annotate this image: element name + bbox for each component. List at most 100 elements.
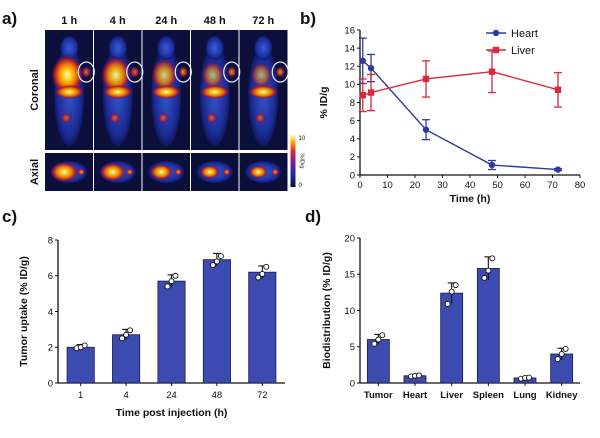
x-tick-label: 1: [78, 390, 83, 401]
timepoint-label: 24 h: [155, 15, 177, 27]
bar: [112, 334, 141, 384]
data-point-heart: [359, 57, 366, 65]
timepoint-label: 1 h: [61, 15, 77, 27]
x-tick-label: 24: [166, 390, 177, 401]
y-tick-label: 2: [48, 343, 53, 354]
mouse-head: [254, 36, 273, 60]
y-axis-label: Tumor uptake (% ID/g): [18, 256, 30, 367]
replicate-point: [444, 301, 451, 307]
x-tick-label: 50: [492, 180, 503, 191]
data-point-liver: [359, 92, 366, 99]
y-tick-label: 20: [344, 233, 355, 244]
y-tick-label: 8: [350, 98, 355, 109]
tumor-signal: [275, 66, 286, 78]
replicate-point: [119, 335, 126, 342]
y-tick-label: 5: [350, 342, 355, 353]
timepoint-label: 4 h: [110, 15, 126, 27]
x-tick-label: 0: [357, 180, 362, 191]
replicate-point: [217, 253, 224, 260]
mouse-head: [108, 36, 127, 60]
legend-marker: [492, 29, 500, 37]
timepoint-label: 72 h: [252, 15, 274, 27]
heart-signal: [51, 55, 84, 95]
biodistribution-bar-chart: 0 5 10 15 20 Tumor Heart Liver Spleen Lung Kidney B…: [321, 233, 580, 401]
x-tick-label: Lung: [513, 390, 536, 401]
timepoint-label: 48 h: [204, 15, 226, 27]
row-label-axial: Axial: [29, 159, 41, 185]
liver-signal: [199, 85, 230, 99]
x-tick-label: 48: [212, 390, 223, 401]
data-point-heart: [367, 64, 375, 72]
bar: [66, 346, 95, 384]
tumor-signal: [226, 66, 237, 78]
replicate-point: [371, 340, 378, 347]
y-tick-label: 16: [344, 25, 355, 36]
tumor-roi-circle: [174, 61, 192, 83]
y-tick-label: 6: [48, 271, 53, 282]
replicate-point: [127, 327, 134, 334]
x-tick-label: Heart: [403, 390, 428, 401]
axial-organ-signal: [149, 164, 173, 180]
heart-signal: [100, 56, 131, 94]
axial-tumor-signal: [271, 168, 280, 176]
x-tick-label: 72: [257, 390, 268, 401]
replicate-point: [172, 272, 179, 279]
colorbar: [290, 135, 296, 187]
series-line-heart: [362, 60, 559, 171]
x-axis-label: Time post injection (h): [116, 407, 228, 419]
data-point-heart: [488, 161, 496, 169]
bar: [476, 268, 500, 384]
row-label-coronal: Coronal: [29, 69, 41, 111]
data-point-heart: [422, 126, 430, 133]
heart-liver-line-chart: 0 2 4 6 8 10 12 14 16 0 10 20 30 40 50 60 70 80 % ID/g Time…: [318, 25, 585, 205]
legend-label: Liver: [511, 45, 535, 57]
x-tick-label: 10: [382, 180, 393, 191]
data-point-liver: [422, 75, 430, 83]
x-tick-label: 20: [410, 180, 421, 191]
replicate-point: [255, 274, 262, 281]
x-tick-label: Liver: [440, 390, 463, 401]
y-tick-label: 0: [350, 170, 355, 181]
heart-signal: [250, 62, 272, 88]
x-tick-label: 70: [547, 180, 558, 191]
tumor-signal: [178, 66, 189, 78]
panel-label-c: c): [2, 207, 17, 226]
panel-label-a: a): [2, 9, 17, 28]
heart-signal: [151, 59, 178, 91]
liver-signal: [54, 85, 85, 99]
bar: [366, 339, 390, 384]
x-tick-label: 60: [520, 180, 531, 191]
y-axis-label: % ID/g: [318, 86, 330, 118]
y-tick-label: 12: [344, 62, 355, 73]
tumor-roi-circle: [77, 61, 95, 83]
x-axis-label: Time (h): [450, 193, 491, 205]
y-tick-label: 6: [350, 116, 355, 127]
colorbar-max: 10: [299, 136, 306, 142]
data-point-heart: [554, 166, 562, 173]
tumor-roi-circle: [223, 61, 241, 83]
data-point-liver: [554, 86, 562, 94]
liver-signal: [248, 85, 279, 99]
y-tick-label: 10: [344, 306, 355, 317]
bar: [157, 280, 186, 384]
bar: [202, 259, 231, 384]
mouse-head: [60, 36, 79, 60]
panel-label-d: d): [305, 207, 321, 226]
replicate-point: [209, 262, 216, 268]
abdomen-signal: [205, 112, 218, 124]
heart-signal: [201, 61, 224, 89]
legend-label: Heart: [511, 28, 538, 40]
abdomen-signal: [108, 112, 121, 124]
replicate-point: [263, 263, 270, 270]
y-tick-label: 8: [48, 235, 53, 246]
replicate-point: [452, 282, 459, 289]
x-tick-label: 80: [575, 180, 586, 191]
replicate-point: [481, 274, 488, 281]
tumor-signal: [81, 66, 92, 78]
data-point-liver: [367, 89, 375, 96]
replicate-point: [168, 278, 175, 285]
replicate-point: [416, 372, 422, 379]
